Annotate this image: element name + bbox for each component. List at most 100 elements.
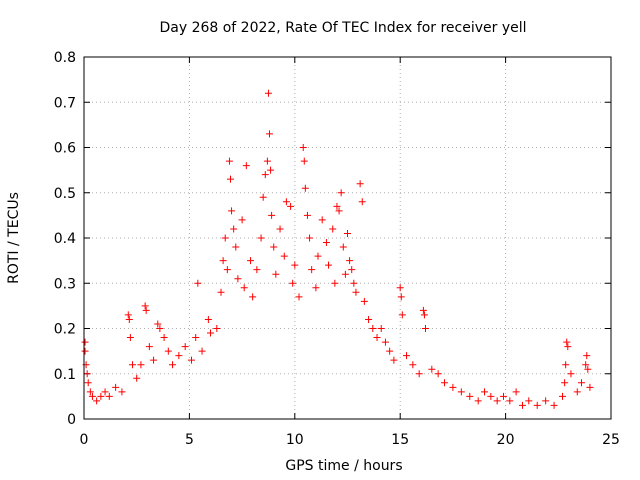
data-point bbox=[263, 157, 271, 165]
data-point bbox=[181, 343, 189, 351]
data-point bbox=[223, 266, 231, 274]
data-point bbox=[280, 252, 288, 260]
data-point bbox=[230, 225, 238, 233]
data-point bbox=[518, 401, 526, 409]
data-point bbox=[84, 379, 92, 387]
data-point bbox=[276, 225, 284, 233]
data-point bbox=[225, 157, 233, 165]
data-point bbox=[268, 211, 276, 219]
data-point bbox=[86, 388, 94, 396]
data-point bbox=[586, 383, 594, 391]
data-point bbox=[188, 356, 196, 364]
data-point bbox=[564, 343, 572, 351]
data-point bbox=[261, 171, 269, 179]
data-point bbox=[373, 334, 381, 342]
y-tick-label: 0.1 bbox=[54, 367, 76, 383]
x-tick-label: 25 bbox=[602, 432, 620, 448]
y-tick-label: 0.6 bbox=[54, 141, 76, 157]
data-point bbox=[322, 239, 330, 247]
y-tick-label: 0.7 bbox=[54, 95, 76, 111]
data-point bbox=[137, 361, 145, 369]
data-point bbox=[234, 275, 242, 283]
data-point bbox=[213, 325, 221, 332]
data-point bbox=[533, 401, 541, 409]
data-point bbox=[308, 266, 316, 274]
data-point bbox=[228, 207, 236, 215]
data-point bbox=[506, 397, 514, 405]
data-point bbox=[582, 361, 590, 369]
data-point bbox=[303, 211, 311, 219]
data-point bbox=[335, 207, 343, 215]
data-point bbox=[133, 374, 141, 382]
data-point bbox=[396, 284, 404, 292]
x-tick-label: 15 bbox=[391, 432, 409, 448]
data-point bbox=[194, 279, 202, 287]
data-point bbox=[240, 284, 248, 292]
data-point bbox=[295, 293, 303, 301]
data-point bbox=[474, 397, 482, 405]
chart-title: Day 268 of 2022, Rate Of TEC Index for r… bbox=[159, 20, 526, 36]
data-point bbox=[339, 243, 347, 251]
data-point bbox=[352, 288, 360, 296]
data-point bbox=[301, 184, 309, 192]
y-tick-label: 0.4 bbox=[54, 231, 76, 247]
data-point bbox=[160, 334, 168, 342]
data-point bbox=[105, 392, 113, 400]
data-point bbox=[238, 216, 246, 224]
y-axis: 0 0.1 0.2 0.3 0.4 0.5 0.6 0.7 0.8 bbox=[54, 50, 611, 428]
data-point bbox=[390, 356, 398, 364]
data-point bbox=[217, 288, 225, 296]
data-point bbox=[267, 166, 275, 174]
data-point bbox=[112, 383, 120, 391]
data-point bbox=[300, 157, 308, 165]
data-point bbox=[358, 198, 366, 206]
data-point bbox=[192, 334, 200, 342]
data-point bbox=[306, 234, 314, 242]
data-point bbox=[377, 325, 385, 332]
data-point bbox=[253, 266, 261, 274]
data-point bbox=[164, 347, 172, 355]
data-point bbox=[525, 397, 533, 405]
data-point bbox=[83, 370, 91, 378]
data-point bbox=[272, 270, 280, 278]
data-point bbox=[386, 347, 394, 355]
data-point bbox=[93, 397, 101, 405]
data-point bbox=[249, 293, 257, 301]
data-point bbox=[141, 302, 149, 310]
data-point bbox=[282, 198, 290, 206]
data-point bbox=[81, 338, 89, 346]
data-point bbox=[118, 388, 126, 396]
data-point bbox=[318, 216, 326, 224]
y-tick-label: 0.3 bbox=[54, 276, 76, 292]
data-point bbox=[314, 252, 322, 260]
data-point bbox=[350, 279, 358, 287]
x-tick-label: 5 bbox=[185, 432, 194, 448]
data-point bbox=[434, 370, 442, 378]
data-point bbox=[356, 180, 364, 188]
y-tick-label: 0 bbox=[67, 412, 76, 428]
data-point bbox=[344, 229, 351, 237]
data-point bbox=[487, 392, 495, 400]
data-point bbox=[419, 306, 427, 314]
data-point bbox=[287, 202, 295, 210]
data-point bbox=[175, 352, 183, 360]
y-tick-label: 0.2 bbox=[54, 322, 76, 338]
x-tick-label: 10 bbox=[286, 432, 304, 448]
data-point bbox=[169, 361, 177, 369]
data-point bbox=[227, 175, 235, 183]
data-point bbox=[563, 338, 571, 346]
data-point bbox=[420, 311, 428, 319]
data-point bbox=[550, 401, 558, 409]
data-point bbox=[428, 365, 436, 373]
x-tick-label: 20 bbox=[497, 432, 515, 448]
data-point bbox=[333, 202, 341, 210]
data-point bbox=[221, 234, 229, 242]
data-point bbox=[299, 144, 307, 151]
data-point bbox=[457, 388, 465, 396]
data-point bbox=[156, 325, 164, 332]
data-point bbox=[381, 338, 389, 346]
data-point bbox=[449, 383, 457, 391]
data-point bbox=[232, 243, 240, 251]
x-tick-label: 0 bbox=[80, 432, 89, 448]
data-point bbox=[561, 379, 569, 387]
